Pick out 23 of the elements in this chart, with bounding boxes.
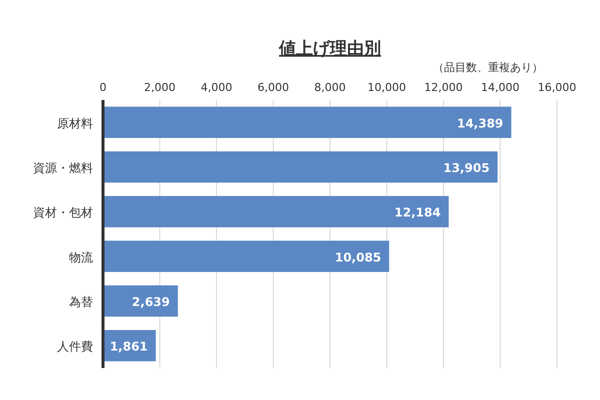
- data-label: 2,639: [132, 295, 170, 309]
- category: 為替: [69, 295, 93, 309]
- xlabel: （品目数、重複あり）: [433, 61, 543, 74]
- data-label: 1,861: [110, 340, 148, 354]
- category: 原材料: [57, 116, 93, 130]
- data-label: 10,085: [334, 250, 382, 264]
- xtick: 2,000: [144, 81, 176, 94]
- xtick: 16,000: [538, 81, 576, 94]
- xtick: 12,000: [424, 81, 463, 94]
- title: 値上げ理由別: [279, 39, 381, 59]
- data-label: 13,905: [443, 161, 490, 175]
- category: 資材・包材: [33, 206, 93, 220]
- xtick: 8,000: [314, 81, 346, 94]
- xtick: 6,000: [258, 81, 289, 94]
- data-label: 12,184: [394, 206, 441, 220]
- category: 物流: [69, 250, 93, 264]
- category: 資源・燃料: [33, 161, 93, 175]
- xtick: 0: [100, 81, 106, 94]
- xtick: 14,000: [481, 81, 520, 94]
- xtick: 10,000: [368, 81, 406, 94]
- xtick: 4,000: [200, 81, 232, 94]
- category: 人件費: [57, 340, 93, 354]
- data-label: 14,389: [456, 116, 504, 130]
